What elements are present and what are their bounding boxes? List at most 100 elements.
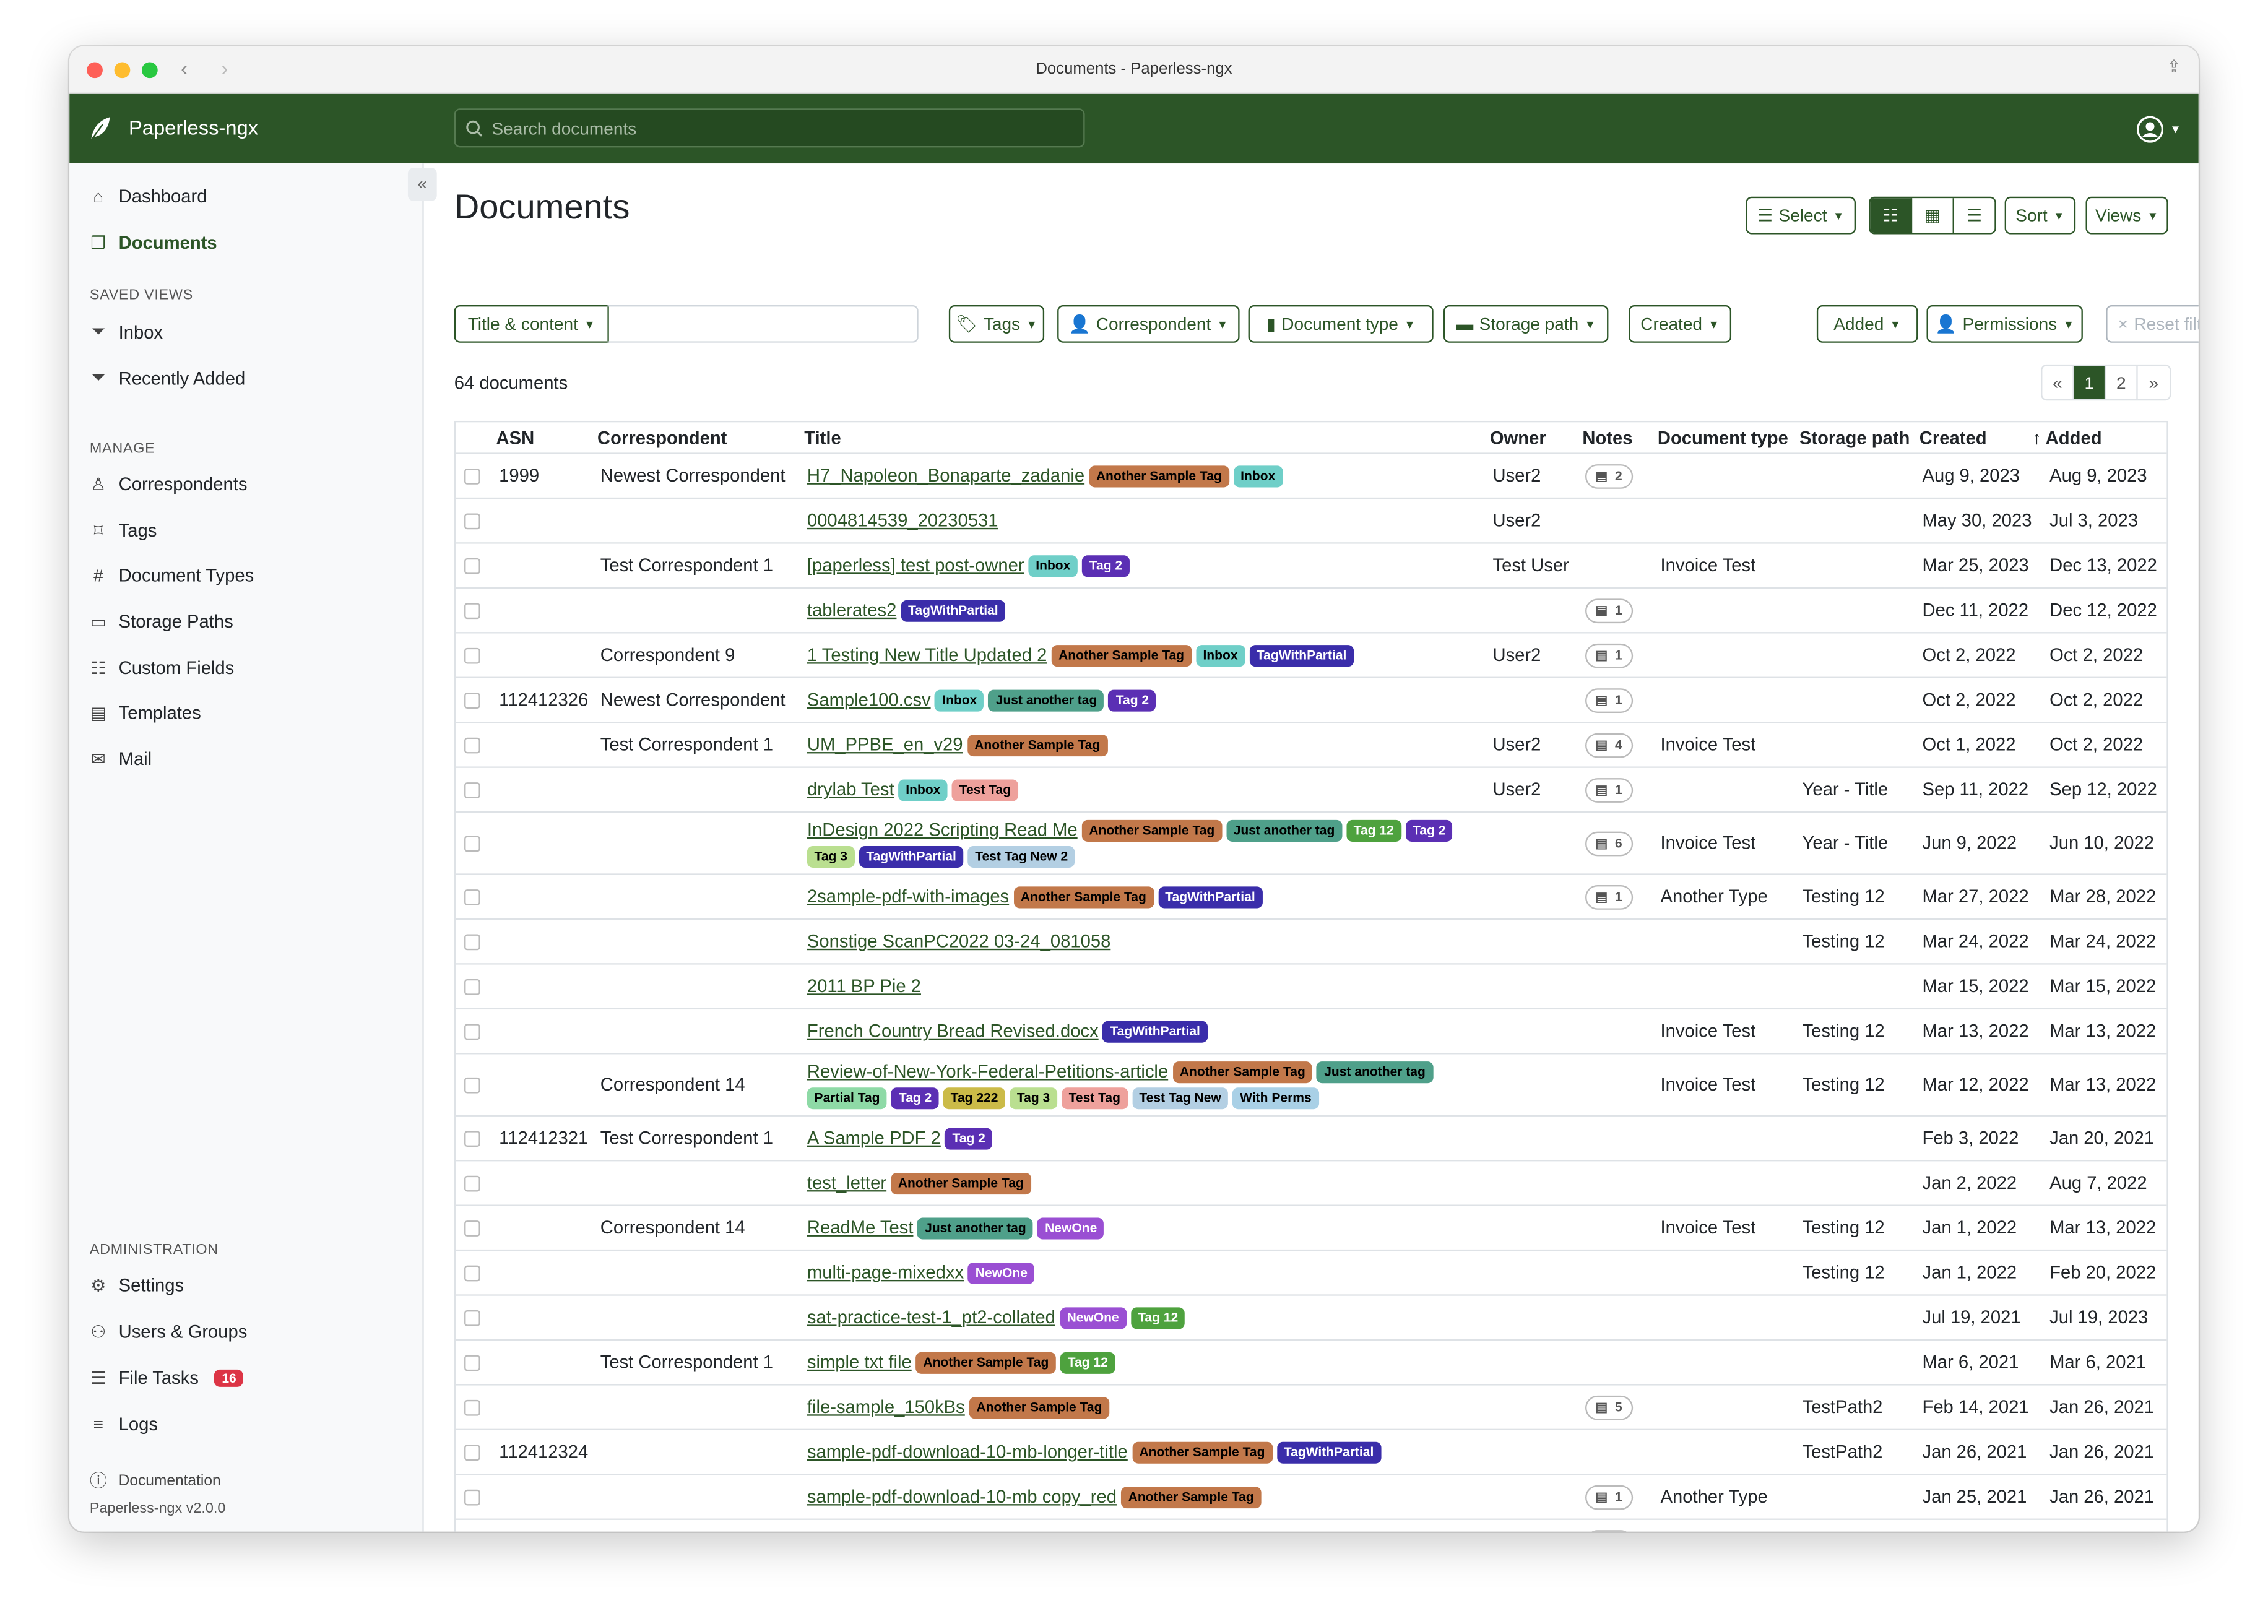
tag-badge[interactable]: Just another tag bbox=[1226, 819, 1342, 842]
header-storage-path[interactable]: Storage path bbox=[1799, 427, 1910, 448]
tag-badge[interactable]: Tag 3 bbox=[1010, 1087, 1057, 1110]
header-created[interactable]: Created bbox=[1919, 427, 1987, 448]
sidebar-item-recently-added[interactable]: ⏷ Recently Added bbox=[89, 368, 246, 389]
permissions-filter-button[interactable]: 👤 Permissions ▼ bbox=[1926, 305, 2083, 343]
header-notes[interactable]: Notes bbox=[1582, 427, 1633, 448]
row-checkbox[interactable] bbox=[464, 1220, 480, 1236]
sort-button[interactable]: Sort ▼ bbox=[2004, 196, 2076, 235]
notes-badge[interactable]: ▤ 1 bbox=[1585, 688, 1633, 712]
table-row[interactable]: sample-pdf-download-10-mb copy_red Anothe… bbox=[456, 1475, 2167, 1520]
document-title-link[interactable]: sample-pdf-download-10-mb-longer-title bbox=[807, 1441, 1128, 1462]
document-title-link[interactable]: simple txt file bbox=[807, 1352, 912, 1373]
correspondent-filter-button[interactable]: 👤 Correspondent ▼ bbox=[1057, 305, 1240, 343]
notes-badge[interactable]: ▤ 1 bbox=[1585, 884, 1633, 909]
sidebar-item-custom-fields[interactable]: ☷ Custom Fields bbox=[89, 658, 234, 678]
storage-path-filter-button[interactable]: ▬ Storage path ▼ bbox=[1443, 305, 1609, 343]
sidebar-item-settings[interactable]: ⚙ Settings bbox=[89, 1276, 184, 1296]
document-title-link[interactable]: Sonstige ScanPC2022 03-24_081058 bbox=[807, 931, 1111, 952]
row-checkbox[interactable] bbox=[464, 736, 480, 753]
table-row[interactable]: 112412321 Test Correspondent 1 A Sample PD… bbox=[456, 1116, 2167, 1162]
document-title-link[interactable]: Review-of-New-York-Federal-Petitions-art… bbox=[807, 1061, 1169, 1082]
row-checkbox[interactable] bbox=[464, 467, 480, 484]
document-title-link[interactable]: French Country Bread Revised.docx bbox=[807, 1021, 1099, 1042]
header-owner[interactable]: Owner bbox=[1489, 427, 1546, 448]
minimize-window-button[interactable] bbox=[114, 62, 131, 79]
tag-badge[interactable]: Another Sample Tag bbox=[891, 1173, 1031, 1195]
tag-badge[interactable]: Test Tag bbox=[1061, 1087, 1128, 1110]
document-title-link[interactable]: UM_PPBE_en_v29 bbox=[807, 735, 963, 755]
pagination-page-1[interactable]: 1 bbox=[2074, 366, 2106, 399]
table-row[interactable]: Sonstige ScanPC2022 03-24_081058 Testing … bbox=[456, 920, 2167, 965]
tag-badge[interactable]: Tag 12 bbox=[1130, 1307, 1185, 1329]
row-checkbox[interactable] bbox=[464, 647, 480, 663]
view-large-cards-button[interactable]: ☰ bbox=[1954, 198, 1994, 233]
tag-badge[interactable]: Tag 222 bbox=[943, 1087, 1006, 1110]
row-checkbox[interactable] bbox=[464, 557, 480, 574]
share-icon[interactable]: ⇪ bbox=[2166, 56, 2181, 77]
created-filter-button[interactable]: Created ▼ bbox=[1629, 305, 1732, 343]
tag-badge[interactable]: Another Sample Tag bbox=[1120, 1487, 1262, 1509]
tag-badge[interactable]: Another Sample Tag bbox=[1132, 1441, 1273, 1464]
notes-badge[interactable]: ▤ 1 bbox=[1585, 598, 1633, 623]
document-title-link[interactable]: file-sample_150kBs bbox=[807, 1397, 965, 1417]
row-checkbox[interactable] bbox=[464, 781, 480, 798]
sidebar-item-file-tasks[interactable]: ☰ File Tasks 16 bbox=[89, 1368, 244, 1388]
tag-badge[interactable]: Tag 12 bbox=[1346, 819, 1401, 842]
tag-badge[interactable]: Inbox bbox=[898, 779, 948, 801]
tag-badge[interactable]: TagWithPartial bbox=[1276, 1441, 1382, 1464]
tag-badge[interactable]: Inbox bbox=[1233, 465, 1283, 488]
table-row[interactable]: 2sample-pdf-with-images Another Sample Ta… bbox=[456, 875, 2167, 920]
document-title-link[interactable]: ReadMe Test bbox=[807, 1217, 914, 1238]
table-row[interactable]: Correspondent 14 Review-of-New-York-Feder… bbox=[456, 1054, 2167, 1116]
documentation-link[interactable]: ⓘ Documentation bbox=[89, 1468, 221, 1493]
sidebar-item-templates[interactable]: ▤ Templates bbox=[89, 703, 201, 723]
sidebar-item-inbox[interactable]: ⏷ Inbox bbox=[89, 321, 163, 343]
tag-badge[interactable]: NewOne bbox=[1037, 1217, 1104, 1240]
forward-icon[interactable]: › bbox=[221, 56, 228, 80]
document-title-link[interactable]: 0004814539_20230531 bbox=[807, 510, 998, 531]
tag-badge[interactable]: Inbox bbox=[1195, 645, 1245, 667]
pagination-prev[interactable]: « bbox=[2042, 366, 2074, 399]
sidebar-item-logs[interactable]: ≡ Logs bbox=[89, 1414, 158, 1435]
sidebar-item-tags[interactable]: ⌑ Tags bbox=[89, 520, 157, 541]
pagination-page-2[interactable]: 2 bbox=[2106, 366, 2138, 399]
tag-badge[interactable]: Test Tag New bbox=[1132, 1087, 1229, 1110]
row-checkbox[interactable] bbox=[464, 1023, 480, 1039]
header-added[interactable]: ↑ Added bbox=[2032, 427, 2152, 447]
document-title-link[interactable]: [paperless] test post-owner bbox=[807, 555, 1024, 576]
row-checkbox[interactable] bbox=[464, 1130, 480, 1146]
table-row[interactable]: sat-practice-test-1_pt2-collated NewOne Ta… bbox=[456, 1296, 2167, 1341]
document-title-link[interactable]: 2sample-pdf-with-images bbox=[807, 886, 1010, 907]
tag-badge[interactable]: NewOne bbox=[1059, 1307, 1127, 1329]
title-content-filter-input[interactable] bbox=[607, 305, 919, 343]
tag-badge[interactable]: Another Sample Tag bbox=[967, 735, 1107, 757]
tag-badge[interactable]: Another Sample Tag bbox=[1081, 819, 1223, 842]
table-row[interactable]: Test Correspondent 1 UM_PPBE_en_v29 Anothe… bbox=[456, 723, 2167, 768]
tag-badge[interactable]: Another Sample Tag bbox=[969, 1397, 1110, 1419]
tag-badge[interactable]: With Perms bbox=[1232, 1087, 1319, 1110]
tag-badge[interactable]: Test Tag New 2 bbox=[967, 845, 1075, 868]
tag-badge[interactable]: Another Sample Tag bbox=[1013, 886, 1154, 909]
back-icon[interactable]: ‹ bbox=[181, 56, 188, 80]
tag-badge[interactable]: Partial Tag bbox=[807, 1087, 888, 1110]
sidebar-item-documents[interactable]: ❐ Documents bbox=[89, 233, 217, 253]
table-row[interactable]: Test Correspondent 1 simple txt file Anoth… bbox=[456, 1341, 2167, 1386]
table-row[interactable]: 112412322Correspondent 9sample-pdf-with-… bbox=[456, 1520, 2166, 1532]
table-row[interactable]: 2011 BP Pie 2 Mar 15, 2022 Mar 15, 2022 bbox=[456, 965, 2167, 1010]
table-row[interactable]: 0004814539_20230531 User2 May 30, 2023 Jul … bbox=[456, 499, 2167, 544]
document-title-link[interactable]: drylab Test bbox=[807, 779, 894, 800]
tag-badge[interactable]: Another Sample Tag bbox=[1172, 1061, 1313, 1084]
row-checkbox[interactable] bbox=[464, 1488, 480, 1505]
views-button[interactable]: Views ▼ bbox=[2085, 196, 2168, 235]
sidebar-item-correspondents[interactable]: ♙ Correspondents bbox=[89, 474, 247, 495]
sidebar-item-users-groups[interactable]: ⚇ Users & Groups bbox=[89, 1322, 247, 1342]
header-correspondent[interactable]: Correspondent bbox=[597, 427, 727, 448]
table-row[interactable]: InDesign 2022 Scripting Read Me Another S… bbox=[456, 813, 2167, 875]
select-button[interactable]: ☰ Select ▼ bbox=[1746, 196, 1856, 235]
table-row[interactable]: French Country Bread Revised.docx TagWith… bbox=[456, 1009, 2167, 1055]
notes-badge[interactable]: ▤ 1 bbox=[1585, 642, 1633, 668]
search-input[interactable]: Search documents bbox=[454, 108, 1085, 148]
reset-filters-button[interactable]: ×Reset filters bbox=[2106, 305, 2199, 343]
tag-badge[interactable]: Just another tag bbox=[989, 689, 1105, 712]
tag-badge[interactable]: Tag 2 bbox=[1082, 555, 1130, 577]
